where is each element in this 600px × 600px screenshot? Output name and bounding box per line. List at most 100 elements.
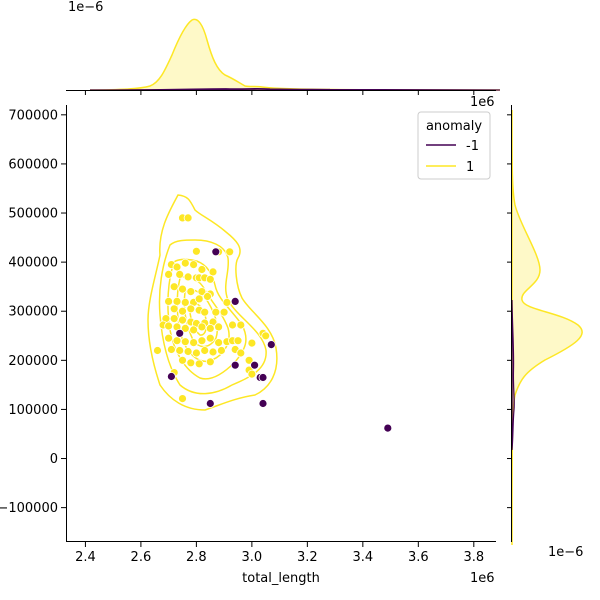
scatter-point-normal — [197, 265, 207, 274]
scatter-point-anomaly — [250, 360, 260, 370]
y-tick-label: 500000 — [8, 207, 58, 222]
scatter-point-normal — [247, 338, 257, 348]
scatter-point-normal — [189, 338, 199, 348]
main-axes: 2.4 2.6 2.8 3.0 3.2 3.4 3.6 3.8 −100000 0 100000 2… — [0, 95, 496, 586]
x-tick-label: 2.4 — [75, 550, 96, 565]
scatter-point-normal — [194, 294, 204, 304]
scatter-points — [153, 213, 393, 433]
scatter-point-anomaly — [230, 296, 240, 306]
scatter-point-normal — [197, 322, 207, 332]
y-offset-label: 1e6 — [470, 95, 495, 110]
scatter-point-normal — [175, 346, 185, 355]
scatter-point-normal — [153, 346, 162, 355]
legend: anomaly -1 1 — [417, 111, 491, 180]
scatter-point-normal — [233, 336, 243, 346]
scatter-point-normal — [183, 272, 193, 282]
scatter-point-anomaly — [230, 360, 240, 370]
scatter-point-normal — [244, 355, 254, 365]
right-marginal-offset-label: 1e−6 — [548, 545, 583, 560]
scatter-point-normal — [216, 346, 226, 355]
y-tick-label: −100000 — [0, 501, 58, 516]
scatter-point-normal — [169, 304, 179, 314]
scatter-point-normal — [183, 347, 193, 356]
scatter-point-normal — [236, 348, 246, 358]
scatter-point-normal — [200, 307, 210, 317]
scatter-point-normal — [180, 297, 190, 307]
scatter-point-normal — [194, 359, 204, 369]
scatter-point-normal — [186, 304, 196, 314]
top-marginal-kde-anomaly — [89, 87, 501, 91]
scatter-point-normal — [164, 333, 174, 343]
top-marginal-offset-label: 1e−6 — [68, 0, 103, 15]
scatter-point-normal — [164, 269, 174, 279]
top-marginal-kde-positive — [89, 18, 501, 91]
x-axis-label: total_length — [242, 571, 320, 586]
scatter-point-normal — [178, 394, 187, 404]
scatter-point-normal — [178, 355, 187, 365]
scatter-point-normal — [211, 307, 221, 317]
scatter-point-normal — [236, 320, 246, 330]
scatter-point-anomaly — [211, 247, 221, 257]
scatter-point-normal — [191, 246, 201, 256]
scatter-point-normal — [205, 274, 215, 284]
y-tick-label: 400000 — [8, 256, 58, 271]
scatter-point-normal — [180, 323, 190, 333]
scatter-point-normal — [228, 320, 237, 330]
x-tick-label: 2.8 — [186, 550, 207, 565]
scatter-point-normal — [172, 262, 182, 272]
scatter-point-normal — [205, 333, 215, 343]
scatter-point-normal — [247, 369, 257, 379]
scatter-point-anomaly — [258, 399, 268, 408]
scatter-point-normal — [169, 282, 179, 292]
kde-contour-2 — [158, 239, 267, 395]
scatter-point-anomaly — [205, 399, 215, 408]
scatter-point-normal — [169, 314, 179, 324]
x-tick-label: 3.8 — [463, 550, 484, 565]
scatter-point-normal — [189, 325, 199, 335]
x-tick-label: 3.0 — [242, 550, 263, 565]
scatter-point-normal — [178, 315, 187, 325]
legend-label-normal: 1 — [466, 160, 474, 175]
scatter-point-normal — [200, 346, 210, 355]
scatter-point-normal — [172, 296, 182, 306]
right-marginal: 1e−6 — [507, 105, 583, 560]
y-tick-label: 300000 — [8, 305, 58, 320]
legend-label-anomaly: -1 — [466, 139, 479, 154]
scatter-point-normal — [166, 345, 176, 354]
y-tick-label: 200000 — [8, 354, 58, 369]
x-tick-label: 2.6 — [131, 550, 152, 565]
scatter-point-normal — [178, 284, 187, 294]
scatter-point-normal — [180, 258, 190, 268]
scatter-point-normal — [164, 296, 174, 306]
scatter-point-anomaly — [258, 373, 268, 382]
x-tick-label: 3.4 — [352, 550, 373, 565]
x-tick-label: 3.2 — [297, 550, 318, 565]
scatter-point-normal — [186, 287, 196, 297]
scatter-point-normal — [189, 260, 199, 270]
scatter-point-normal — [186, 358, 196, 368]
y-tick-label: 100000 — [8, 403, 58, 418]
scatter-point-anomaly — [266, 340, 276, 350]
right-marginal-kde-positive — [511, 109, 583, 546]
scatter-point-normal — [164, 321, 174, 331]
scatter-point-normal — [172, 336, 182, 346]
scatter-point-normal — [225, 247, 235, 257]
scatter-point-anomaly — [383, 423, 393, 433]
scatter-point-normal — [205, 357, 215, 367]
scatter-point-normal — [261, 331, 271, 341]
scatter-point-normal — [205, 323, 215, 333]
scatter-point-normal — [222, 297, 232, 307]
scatter-point-normal — [214, 338, 224, 348]
scatter-point-normal — [208, 267, 218, 277]
x-tick-label: 3.6 — [408, 550, 429, 565]
legend-title: anomaly — [426, 119, 482, 134]
scatter-point-normal — [203, 292, 212, 301]
scatter-point-normal — [208, 347, 218, 357]
scatter-point-normal — [197, 336, 207, 346]
scatter-point-normal — [175, 269, 185, 279]
top-marginal: 1e−6 — [66, 0, 501, 95]
scatter-point-normal — [214, 322, 224, 332]
scatter-point-normal — [219, 307, 229, 317]
y-tick-label: 600000 — [8, 157, 58, 172]
